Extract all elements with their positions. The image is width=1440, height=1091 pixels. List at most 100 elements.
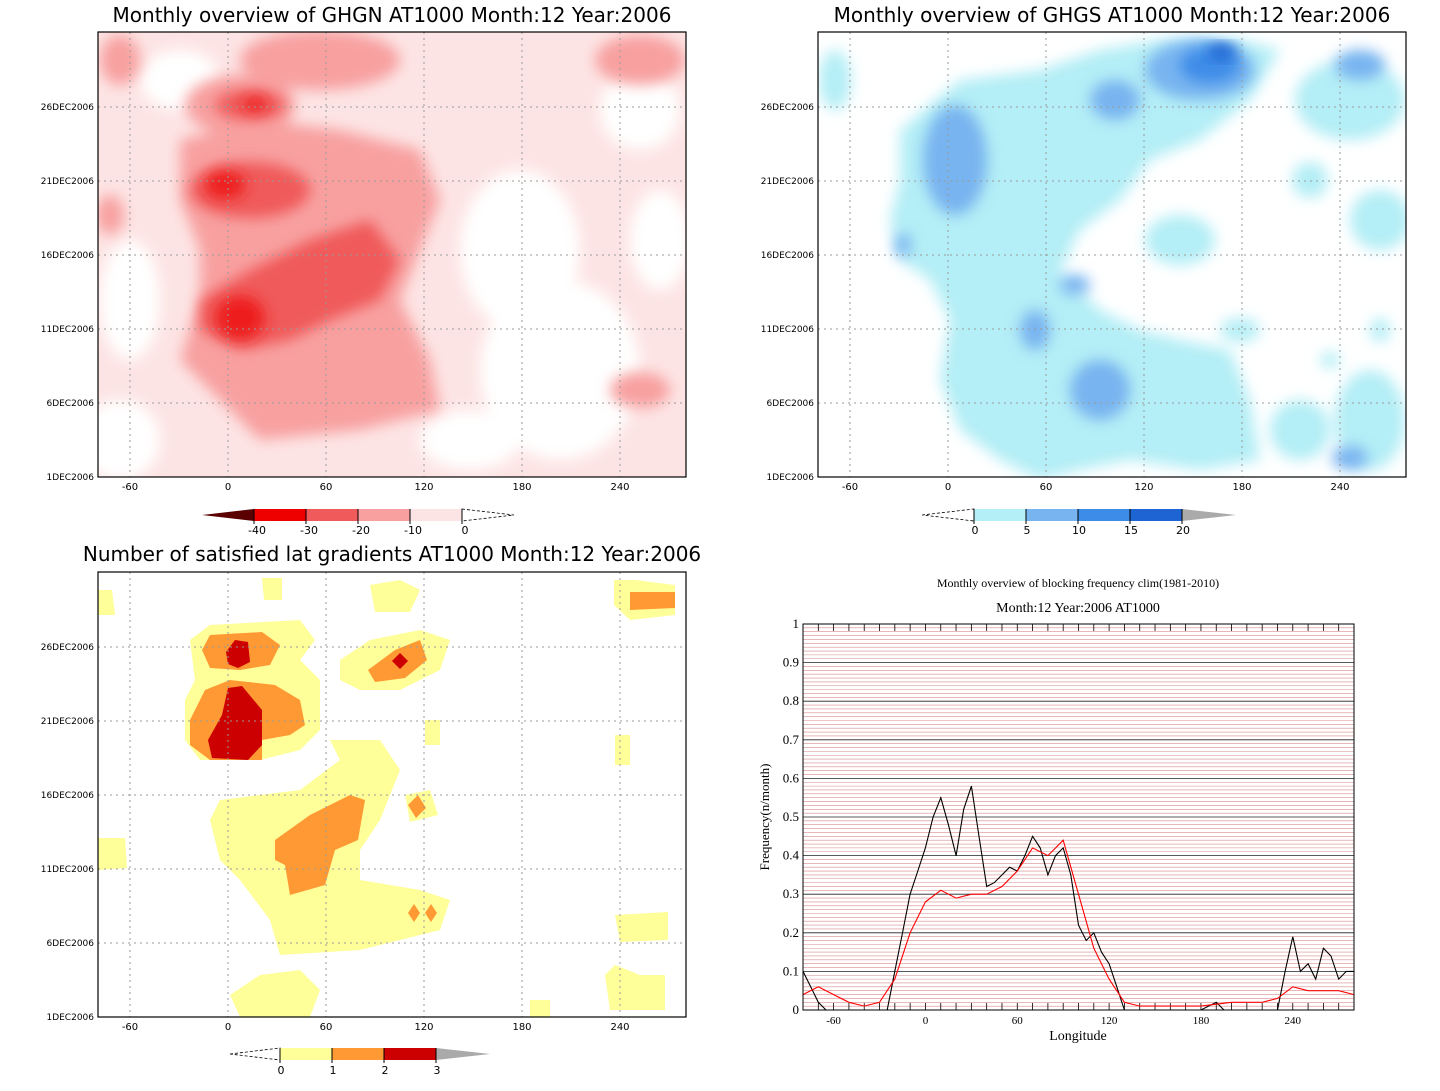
ghgs-ytick-4: 21DEC2006 (761, 177, 815, 187)
ghgs-cb-label-1: 5 (1024, 524, 1031, 537)
gradients-ytick-1: 6DEC2006 (46, 939, 94, 949)
ghgs-ytick-0: 1DEC2006 (766, 473, 814, 483)
blocking-ytick-8: 0.8 (783, 693, 799, 708)
blocking-ytick-2: 0.2 (783, 925, 799, 940)
blocking-subtitle: Month:12 Year:2006 AT1000 (996, 601, 1160, 616)
gradients-xtick-3: 120 (414, 1022, 433, 1033)
ghgn-xtick-5: 240 (610, 482, 629, 493)
ghgs-colorbar-lowtri (921, 508, 975, 522)
gradients-xtick-0: -60 (122, 1022, 138, 1033)
blocking-ytick-10: 1 (793, 616, 800, 631)
ghgs-x-ticks: -60 0 60 120 180 240 (842, 482, 1350, 493)
gradients-xtick-4: 180 (512, 1022, 531, 1033)
ghgn-colorbar-seg-3 (358, 509, 410, 521)
ghgs-field (818, 32, 1406, 477)
ghgs-xtick-2: 60 (1040, 482, 1053, 493)
gradients-colorbar-lowtri (229, 1047, 281, 1061)
ghgs-colorbar-seg-2 (1026, 509, 1078, 521)
blocking-x-ticks: -60 0 60 120 180 240 (826, 1015, 1301, 1027)
blocking-series-line-1 (802, 839, 1355, 1007)
blocking-ytick-7: 0.7 (783, 732, 800, 747)
ghgn-colorbar-seg-4 (410, 509, 462, 521)
ghgn-cb-label-3: -10 (404, 524, 422, 537)
ghgn-ytick-2: 11DEC2006 (41, 325, 95, 335)
ghgn-title: Monthly overview of GHGN AT1000 Month:12… (113, 3, 672, 27)
blocking-xtick-0: -60 (826, 1015, 841, 1027)
ghgn-colorbar-lowtri (202, 509, 254, 521)
ghgs-title: Monthly overview of GHGS AT1000 Month:12… (834, 3, 1391, 27)
ghgn-cb-label-2: -20 (352, 524, 370, 537)
gradients-colorbar: 0 1 2 3 (229, 1047, 490, 1077)
ghgs-frame (817, 31, 1407, 478)
gradients-x-ticks: -60 0 60 120 180 240 (122, 1022, 630, 1033)
ghgn-ytick-3: 16DEC2006 (41, 251, 95, 261)
gradients-colorbar-hightri (436, 1048, 490, 1060)
blocking-y-ticks: 0 0.1 0.2 0.3 0.4 0.5 0.6 0.7 0.8 0.9 1 (783, 616, 800, 1017)
gradients-title: Number of satisfied lat gradients AT1000… (83, 542, 701, 566)
ghgn-ytick-1: 6DEC2006 (46, 399, 94, 409)
ghgs-colorbar-seg-3 (1078, 509, 1130, 521)
ghgs-gridlines (818, 32, 1406, 477)
ghgs-level-0 (819, 40, 1406, 477)
ghgs-colorbar-hightri (1182, 509, 1236, 521)
gradients-xtick-2: 60 (320, 1022, 333, 1033)
ghgs-xtick-3: 120 (1134, 482, 1153, 493)
gradients-colorbar-seg-3 (384, 1048, 436, 1060)
ghgn-frame (97, 31, 687, 478)
ghgn-level-minus30 (205, 97, 267, 340)
ghgs-level-15 (1208, 44, 1236, 60)
blocking-ytick-1: 0.1 (783, 963, 799, 978)
blocking-ytick-5: 0.5 (783, 809, 799, 824)
ghgs-cb-label-2: 10 (1072, 524, 1086, 537)
ghgn-white-regions (98, 50, 686, 477)
ghgs-xtick-5: 240 (1330, 482, 1349, 493)
ghgs-cb-label-4: 20 (1176, 524, 1190, 537)
gradients-cb-label-2: 2 (382, 1064, 389, 1077)
ghgn-cb-label-4: 0 (462, 524, 469, 537)
gradients-panel: Number of satisfied lat gradients AT1000… (41, 542, 701, 1077)
ghgn-gridlines (98, 32, 686, 477)
ghgs-colorbar: 0 5 10 15 20 (921, 508, 1236, 537)
gradients-ytick-0: 1DEC2006 (46, 1013, 94, 1023)
ghgn-ytick-5: 26DEC2006 (41, 103, 95, 113)
blocking-panel: Monthly overview of blocking frequency c… (757, 576, 1355, 1044)
blocking-title: Monthly overview of blocking frequency c… (937, 576, 1219, 590)
ghgn-colorbar: -40 -30 -20 -10 0 (202, 508, 515, 537)
gradients-frame (97, 571, 687, 1018)
ghgn-xtick-3: 120 (414, 482, 433, 493)
blocking-ytick-9: 0.9 (783, 655, 799, 670)
gradients-ytick-5: 26DEC2006 (41, 643, 95, 653)
ghgs-panel: Monthly overview of GHGS AT1000 Month:12… (761, 3, 1407, 537)
ghgs-y-ticks: 1DEC2006 6DEC2006 11DEC2006 16DEC2006 21… (761, 103, 815, 483)
ghgn-colorbar-seg-1 (254, 509, 306, 521)
gradients-field (98, 572, 686, 1017)
ghgn-field (98, 32, 686, 477)
ghgs-ytick-5: 26DEC2006 (761, 103, 815, 113)
ghgn-xtick-4: 180 (512, 482, 531, 493)
ghgs-ytick-3: 16DEC2006 (761, 251, 815, 261)
ghgs-xtick-0: -60 (842, 482, 858, 493)
ghgs-xtick-4: 180 (1232, 482, 1251, 493)
blocking-xtick-3: 120 (1101, 1015, 1118, 1027)
gradients-cb-label-0: 0 (278, 1064, 285, 1077)
gradients-colorbar-seg-1 (280, 1048, 332, 1060)
blocking-ylabel: Frequency(n/month) (757, 764, 772, 871)
ghgs-colorbar-seg-4 (1130, 509, 1182, 521)
ghgn-x-ticks: -60 0 60 120 180 240 (122, 482, 630, 493)
ghgn-xtick-2: 60 (320, 482, 333, 493)
gradients-gridlines (98, 572, 686, 1017)
ghgn-colorbar-seg-2 (306, 509, 358, 521)
blocking-xtick-5: 240 (1285, 1015, 1302, 1027)
ghgs-colorbar-seg-1 (974, 509, 1026, 521)
gradients-ytick-3: 16DEC2006 (41, 791, 95, 801)
ghgs-cb-label-3: 15 (1124, 524, 1138, 537)
blocking-xtick-4: 180 (1193, 1015, 1210, 1027)
ghgn-y-ticks: 1DEC2006 6DEC2006 11DEC2006 16DEC2006 21… (41, 103, 95, 483)
ghgn-xtick-1: 0 (225, 482, 231, 493)
blocking-ytick-3: 0.3 (783, 886, 799, 901)
blocking-xtick-2: 60 (1012, 1015, 1024, 1027)
ghgn-panel: Monthly overview of GHGN AT1000 Month:12… (41, 3, 687, 537)
ghgs-ytick-2: 11DEC2006 (761, 325, 815, 335)
gradients-cb-label-1: 1 (330, 1064, 337, 1077)
